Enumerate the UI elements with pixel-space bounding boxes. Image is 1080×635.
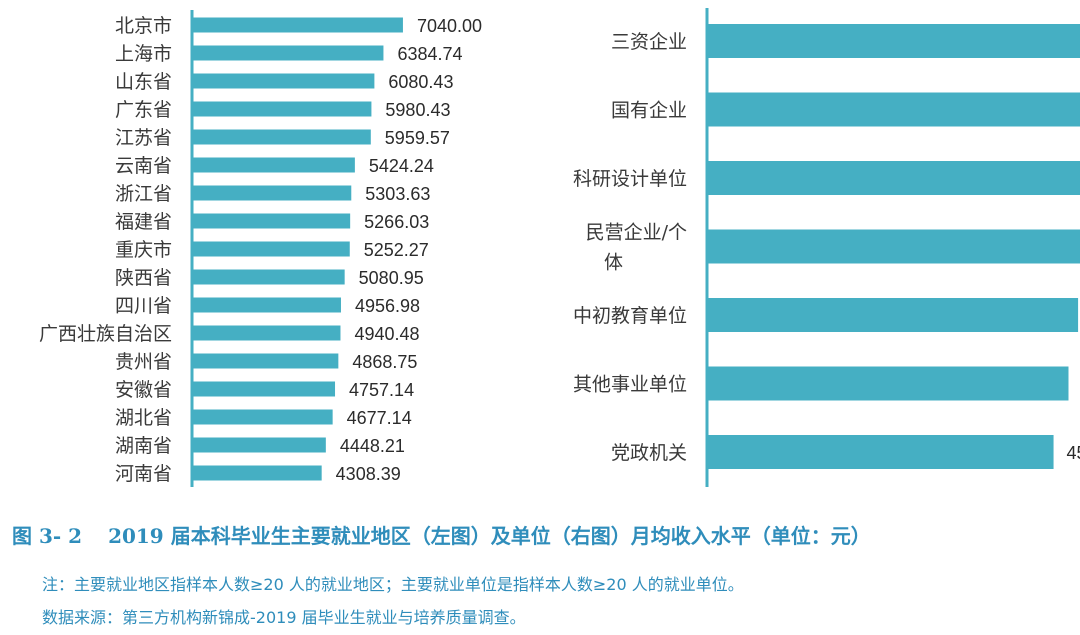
bar [193, 157, 355, 173]
value-label: 5303.63 [365, 184, 430, 204]
value-label: 6080.43 [388, 72, 453, 92]
category-label: 山东省 [115, 71, 172, 93]
bar [708, 435, 1054, 469]
bar [193, 73, 375, 89]
value-label: 4757.14 [349, 380, 414, 400]
value-label: 5959.57 [385, 128, 450, 148]
value-label: 4940.48 [354, 324, 419, 344]
value-label: 5424.24 [369, 156, 434, 176]
bar [708, 24, 1080, 58]
category-label: 重庆市 [115, 239, 172, 261]
value-label: 5080.95 [359, 268, 424, 288]
value-label: 4448.21 [340, 436, 405, 456]
bar [708, 161, 1080, 195]
bar [708, 92, 1080, 127]
bar [708, 229, 1080, 264]
bar [708, 366, 1069, 401]
category-label: 国有企业 [611, 100, 687, 122]
category-label: 四川省 [115, 295, 172, 317]
value-label: 5252.27 [364, 240, 429, 260]
value-label: 4956.98 [355, 296, 420, 316]
bar [193, 353, 339, 369]
category-label: 贵州省 [115, 351, 172, 373]
category-label: 安徽省 [115, 379, 172, 401]
bar [193, 409, 333, 425]
category-label: 云南省 [115, 155, 172, 177]
left-region-chart: 7040.00 北京市 6384.74 上海市 6080.43 山东省 5980.43 广东省… [39, 10, 482, 487]
category-label: 陕西省 [115, 267, 172, 289]
category-label: 中初教育单位 [573, 305, 687, 327]
category-label: 党政机关 [611, 442, 687, 464]
bar [193, 269, 345, 285]
figure-title: 2019 届本科毕业生主要就业地区（左图）及单位（右图）月均收入水平（单位：元） [108, 524, 871, 548]
category-label: 福建省 [115, 211, 172, 233]
bar [193, 185, 352, 201]
value-label: 5266.03 [364, 212, 429, 232]
value-label: 4308.39 [336, 464, 401, 484]
bar [193, 17, 403, 33]
category-label: 河南省 [115, 463, 172, 485]
bar [193, 297, 341, 313]
category-label: 广东省 [115, 99, 172, 121]
category-label: 北京市 [115, 15, 172, 37]
bar [193, 129, 371, 145]
right-employer-chart: 5912.07三资企业5640.14国有企业5317.65科研设计单位5138.… [573, 8, 1080, 487]
value-label: 4588.46 [1067, 443, 1080, 463]
category-label: 湖北省 [115, 407, 172, 429]
value-label: 4677.14 [347, 408, 412, 428]
data-source-note: 数据来源：第三方机构新锦成-2019 届毕业生就业与培养质量调查。 [42, 608, 526, 627]
bar [193, 437, 326, 453]
value-label: 4868.75 [352, 352, 417, 372]
value-label: 6384.74 [397, 44, 462, 64]
value-label: 5980.43 [385, 100, 450, 120]
category-label: 其他事业单位 [573, 374, 687, 396]
chart-note: 注：主要就业地区指样本人数≥20 人的就业地区；主要就业单位是指样本人数≥20 … [42, 575, 744, 594]
figure-number: 图 3- 2 [12, 524, 83, 548]
bar [193, 101, 372, 117]
bar [193, 45, 384, 61]
category-label: 三资企业 [611, 31, 687, 53]
value-label: 7040.00 [417, 16, 482, 36]
category-label: 浙江省 [115, 183, 172, 205]
bar [193, 213, 351, 229]
bar [193, 465, 322, 481]
category-label: 湖南省 [115, 435, 172, 457]
category-label: 科研设计单位 [573, 168, 687, 190]
bar [193, 381, 336, 397]
bar [193, 325, 341, 341]
bar [193, 241, 350, 257]
category-label: 江苏省 [115, 127, 172, 149]
category-label: 上海市 [115, 43, 172, 65]
category-label: 广西壮族自治区 [39, 323, 172, 345]
figure-caption: 图 3- 2 2019 届本科毕业生主要就业地区（左图）及单位（右图）月均收入水平… [12, 520, 871, 549]
category-label: 民营企业/个体 [586, 222, 687, 274]
bar [708, 298, 1079, 332]
